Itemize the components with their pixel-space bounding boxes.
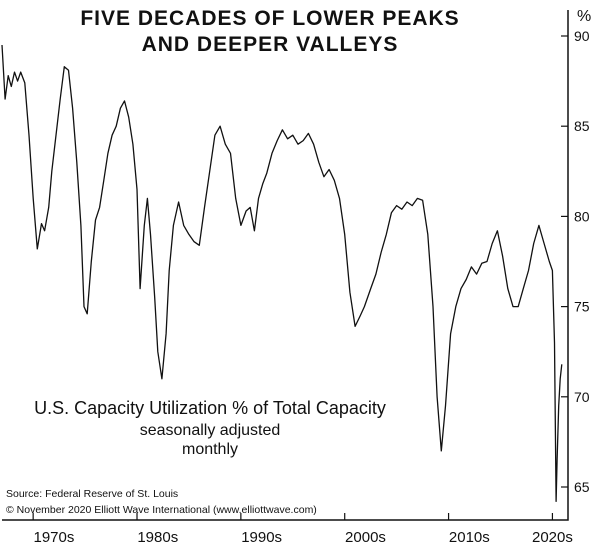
plot-frame (2, 10, 569, 521)
x-tick-label: 2000s (345, 529, 386, 546)
y-tick-label: 75 (574, 299, 590, 315)
y-tick-label: 90 (574, 28, 590, 44)
y-tick-label: 70 (574, 389, 590, 405)
x-tick-label: 1990s (241, 529, 282, 546)
copyright-note: © November 2020 Elliott Wave Internation… (6, 504, 317, 516)
chart-title-line-2: AND DEEPER VALLEYS (141, 33, 399, 56)
series-frequency-note: monthly (181, 441, 239, 458)
x-tick-label: 1970s (33, 529, 74, 546)
y-tick-label: 85 (574, 118, 590, 134)
x-axis: 1970s 1980s 1990s 2000s 2010s 2020s (32, 513, 573, 546)
source-note: Source: Federal Reserve of St. Louis (6, 488, 179, 500)
chart-title-line-1: FIVE DECADES OF LOWER PEAKS (80, 7, 460, 30)
series-adjustment-note: seasonally adjusted (139, 422, 281, 439)
series-description: U.S. Capacity Utilization % of Total Cap… (34, 398, 386, 418)
y-unit-label: % (577, 8, 592, 25)
capacity-utilization-line (1, 44, 563, 503)
x-tick-label: 2010s (449, 529, 490, 546)
y-tick-label: 65 (574, 479, 590, 495)
x-tick-label: 1980s (137, 529, 178, 546)
y-axis: 65 70 75 80 85 90 (561, 28, 590, 495)
y-tick-label: 80 (574, 208, 590, 224)
x-tick-label: 2020s (532, 529, 573, 546)
